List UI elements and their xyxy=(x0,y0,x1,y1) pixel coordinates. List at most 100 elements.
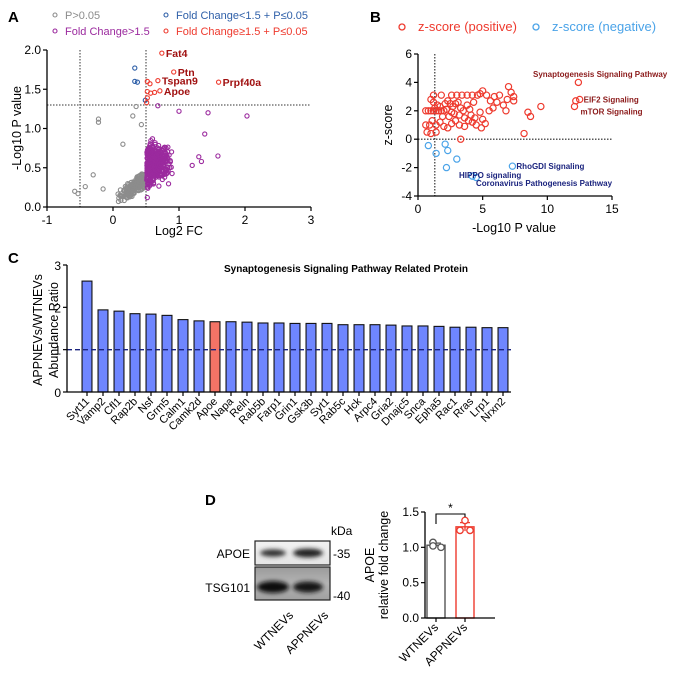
data-point xyxy=(168,164,174,170)
data-point xyxy=(574,78,583,87)
panel-d-western-blot: D kDa APOE TSG101 -35 -40 WTNEVs APPNEVs… xyxy=(205,492,495,669)
data-point xyxy=(442,163,451,172)
data-point xyxy=(440,122,448,131)
bar-arpc4 xyxy=(369,324,381,393)
pathway-label: RhoGDI Signaling xyxy=(516,162,584,171)
data-point xyxy=(121,187,127,193)
gene-label: Tspan9 xyxy=(162,76,198,88)
y-tick-label: 0 xyxy=(405,132,412,146)
data-point xyxy=(468,91,477,99)
bar-reln xyxy=(241,321,253,393)
bar-rras xyxy=(465,326,477,393)
gene-label: Apoe xyxy=(164,86,190,98)
data-point xyxy=(427,129,435,138)
data-point xyxy=(441,140,449,148)
bar-grm5 xyxy=(161,314,173,393)
y-tick-label: 1 xyxy=(54,344,61,358)
data-point xyxy=(508,162,517,170)
data-point xyxy=(428,117,436,125)
data-point xyxy=(100,186,106,192)
data-point xyxy=(572,97,580,105)
data-point xyxy=(123,193,129,199)
y-tick-label: 0 xyxy=(54,386,61,400)
gene-label: Prpf40a xyxy=(223,77,262,89)
bar-hck xyxy=(353,324,365,393)
data-point xyxy=(215,79,222,85)
x-tick-label: 0 xyxy=(415,202,422,216)
panel-b-points xyxy=(422,78,584,182)
x-tick-label: 5 xyxy=(479,202,486,216)
data-point xyxy=(163,145,169,151)
data-point xyxy=(471,114,479,122)
data-point xyxy=(130,182,136,189)
bar-dnajc5 xyxy=(401,325,413,393)
data-point xyxy=(144,173,150,179)
x-tick-label: 0 xyxy=(110,213,117,227)
y-tick-label: 1.5 xyxy=(24,82,41,96)
data-point xyxy=(510,92,518,101)
gene-label: Fat4 xyxy=(166,48,188,60)
gene-label: Ptn xyxy=(178,67,195,79)
data-point xyxy=(453,155,461,163)
panel-letter-b: B xyxy=(370,9,381,26)
data-point xyxy=(147,171,154,177)
bar-rac1 xyxy=(449,326,461,393)
y-tick-label: 4 xyxy=(405,75,412,89)
bar-wtnevs xyxy=(426,544,446,619)
replicate-point xyxy=(456,526,464,535)
apoe-row-label: APOE xyxy=(217,547,250,561)
data-point xyxy=(198,158,205,165)
data-point xyxy=(169,170,175,177)
data-point xyxy=(444,124,452,132)
data-point xyxy=(450,109,458,118)
data-point xyxy=(453,91,461,99)
x-tick-label: 10 xyxy=(541,202,555,216)
data-point xyxy=(432,149,440,158)
data-point xyxy=(478,87,487,95)
data-point xyxy=(165,181,172,187)
panel-b-legend: z-score (positive) z-score (negative) xyxy=(398,19,656,34)
data-point xyxy=(526,112,535,121)
data-point xyxy=(95,119,102,125)
data-point xyxy=(124,187,130,193)
panel-a-points xyxy=(72,50,250,205)
data-point xyxy=(164,155,170,161)
data-point xyxy=(429,91,438,99)
data-point xyxy=(144,95,150,101)
data-point xyxy=(469,98,478,106)
data-point xyxy=(171,69,177,75)
tsg101-band-wtnevs xyxy=(257,581,289,593)
y-tick-label: 2 xyxy=(405,104,412,118)
data-point xyxy=(82,183,88,190)
bar-snca xyxy=(417,325,429,393)
panel-a-reference-lines xyxy=(47,50,311,207)
bar-calm1 xyxy=(177,319,189,393)
data-point xyxy=(132,78,138,85)
panel-letter-d: D xyxy=(205,492,216,509)
y-tick-label: 1.0 xyxy=(402,540,419,554)
bar-nsf xyxy=(145,313,157,393)
data-point xyxy=(189,162,195,169)
panel-letter-c: C xyxy=(8,250,19,267)
data-point xyxy=(115,198,122,205)
y-tick-label: 6 xyxy=(405,47,412,61)
data-point xyxy=(478,115,487,124)
replicate-point xyxy=(466,526,474,535)
panel-c-y-axis-label-line1: APPNEVs/WTNEVs xyxy=(31,274,45,386)
bar-farp1 xyxy=(273,322,285,393)
bar-rab5c xyxy=(337,324,349,393)
data-point xyxy=(537,102,545,111)
data-point xyxy=(153,167,160,174)
significance-bracket xyxy=(435,513,466,524)
bar-napa xyxy=(225,321,237,393)
replicate-point xyxy=(429,542,437,550)
data-point xyxy=(155,103,161,109)
replicate-point xyxy=(437,543,445,552)
data-point xyxy=(476,108,484,116)
panel-a-legend: P>0.05 Fold Change<1.5 + P≤0.05 Fold Chang… xyxy=(52,10,308,38)
data-point xyxy=(432,128,440,136)
legend-label: P>0.05 xyxy=(65,10,100,22)
data-point xyxy=(431,104,439,112)
